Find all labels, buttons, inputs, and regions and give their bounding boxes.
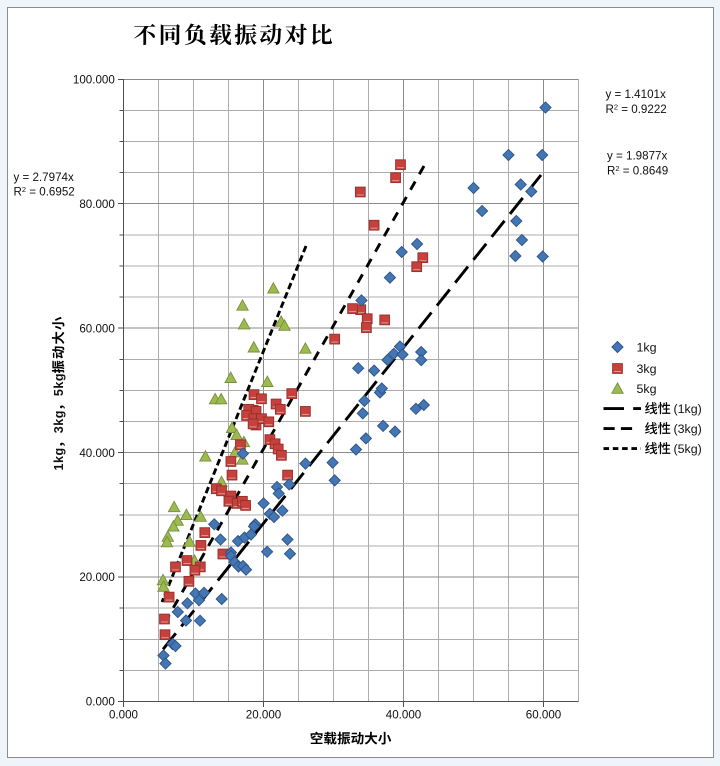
svg-text:0.000: 0.000 [109,709,138,722]
svg-text:1kg: 1kg [52,447,66,470]
svg-text:60.000: 60.000 [526,709,561,722]
svg-text:(5kg): (5kg) [674,442,702,456]
svg-text:3kg: 3kg [52,410,66,433]
svg-text:5kg: 5kg [52,373,66,396]
svg-text:20.000: 20.000 [246,709,281,722]
svg-text:60.000: 60.000 [79,322,114,335]
svg-text:R2 = 0.9222: R2 = 0.9222 [606,103,667,117]
svg-text:y = 1.4101x: y = 1.4101x [606,88,666,101]
svg-text:R2 = 0.6952: R2 = 0.6952 [14,185,75,199]
svg-text:100.000: 100.000 [73,74,115,87]
svg-text:0.000: 0.000 [86,696,115,709]
svg-text:40.000: 40.000 [386,709,421,722]
svg-text:80.000: 80.000 [79,198,114,211]
svg-text:(1kg): (1kg) [674,402,702,416]
svg-text:(3kg): (3kg) [674,422,702,436]
svg-text:20.000: 20.000 [79,571,114,584]
svg-text:1kg: 1kg [637,340,657,354]
svg-text:3kg: 3kg [637,362,657,376]
svg-text:5kg: 5kg [637,382,657,396]
svg-text:y = 1.9877x: y = 1.9877x [607,149,667,162]
svg-text:y = 2.7974x: y = 2.7974x [14,171,74,184]
svg-text:40.000: 40.000 [79,447,114,460]
svg-text:R2 = 0.8649: R2 = 0.8649 [607,164,668,178]
